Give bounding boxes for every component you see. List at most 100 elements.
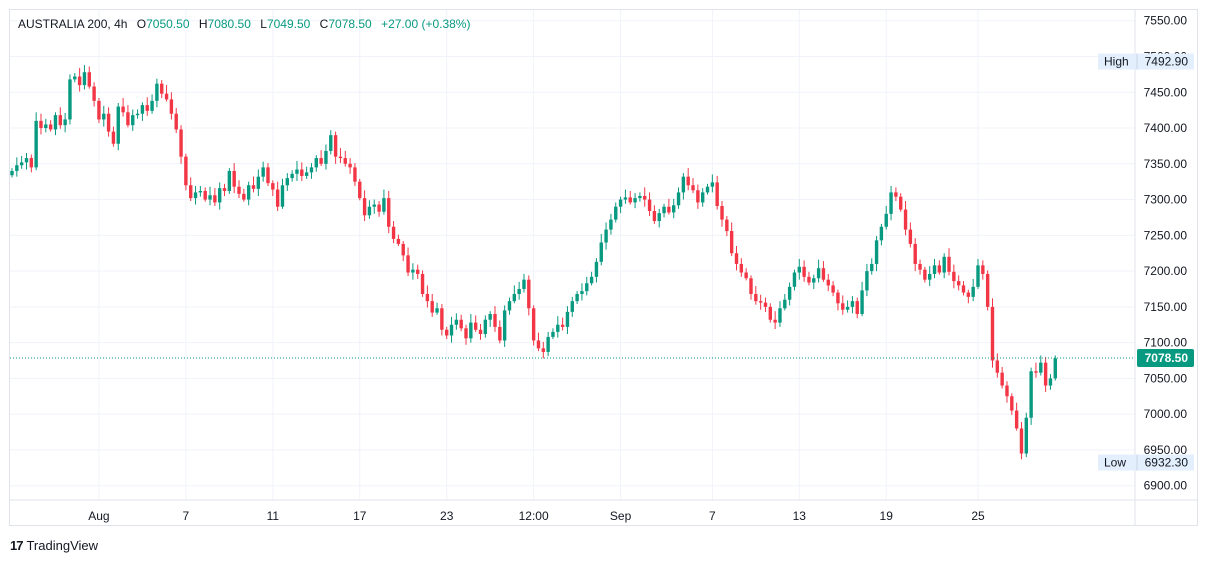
candle-body: [464, 328, 468, 339]
last-price-badge: [1137, 349, 1194, 368]
candle-body: [918, 263, 922, 270]
grid-lines: [10, 10, 1135, 500]
candle-body: [715, 182, 719, 206]
candle-body: [435, 308, 439, 313]
candle-body: [102, 113, 106, 120]
candle-body: [768, 306, 773, 320]
y-tick-label: 7400.00: [1144, 121, 1188, 135]
candle-body: [531, 308, 536, 341]
candle-body: [889, 192, 893, 214]
candle-body: [111, 131, 116, 144]
candle-body: [884, 213, 888, 227]
candle-body: [63, 119, 67, 126]
candle-body: [324, 150, 328, 164]
candle-body: [749, 278, 753, 294]
candle-body: [338, 156, 343, 159]
candle-body: [10, 170, 14, 176]
candle-body: [720, 206, 724, 220]
candle-body: [116, 106, 120, 144]
candle-body: [647, 199, 652, 212]
candle-body: [362, 198, 367, 216]
tradingview-logo-icon: 17: [10, 538, 24, 553]
candle-body: [821, 268, 826, 280]
candle-body: [507, 301, 512, 311]
candle-body: [932, 265, 937, 274]
candle-body: [845, 306, 850, 310]
candle-body: [1029, 371, 1033, 418]
candle-body: [469, 322, 473, 339]
candle-body: [348, 163, 352, 168]
candle-body: [956, 281, 961, 286]
candle-body: [961, 285, 966, 293]
candle-body: [570, 301, 574, 312]
symbol-name: AUSTRALIA 200, 4h: [18, 17, 128, 31]
candle-body: [812, 278, 816, 283]
x-tick-label: Sep: [610, 509, 632, 523]
candle-body: [894, 192, 898, 197]
candle-body: [29, 158, 34, 168]
candle-body: [633, 198, 637, 203]
candle-body: [53, 115, 58, 130]
candle-body: [841, 303, 845, 310]
candle-body: [700, 192, 705, 203]
candle-body: [546, 336, 550, 352]
y-tick-label: 7150.00: [1144, 300, 1188, 314]
candle-body: [802, 266, 806, 277]
candle-body: [184, 156, 188, 186]
candle-body: [387, 198, 391, 227]
candle-body: [285, 178, 290, 186]
candle-body: [604, 229, 608, 243]
candle-body: [614, 206, 618, 220]
candle-body: [425, 293, 430, 302]
candle-body: [773, 319, 777, 323]
candle-body: [618, 199, 623, 207]
candle-body: [952, 271, 956, 282]
candle-body: [807, 276, 811, 283]
price-axis[interactable]: 7550.007500.007450.007400.007350.007300.…: [1134, 10, 1188, 525]
candle-body: [522, 279, 526, 289]
candle-body: [1053, 358, 1057, 379]
candle-body: [271, 183, 275, 190]
candle-body: [367, 206, 372, 216]
candle-body: [280, 185, 285, 207]
candle-body: [599, 242, 603, 262]
candle-body: [686, 176, 690, 186]
candle-body: [155, 83, 159, 101]
candle-body: [87, 72, 91, 87]
price-change: +27.00 (+0.38%): [381, 17, 471, 31]
candle-body: [189, 185, 193, 199]
candle-body: [879, 226, 884, 241]
candle-body: [870, 263, 874, 272]
candle-body: [411, 269, 415, 273]
chart-frame[interactable]: [9, 9, 1198, 526]
candle-body: [275, 189, 280, 207]
candle-body: [449, 324, 454, 336]
ohlc-open: O7050.50: [136, 17, 190, 31]
candle-body: [420, 273, 425, 294]
candle-body: [24, 158, 29, 163]
candle-body: [193, 192, 198, 199]
candle-body: [251, 185, 256, 189]
candle-body: [734, 253, 739, 264]
candle-body: [643, 195, 647, 200]
candle-body: [473, 322, 478, 330]
candle-body: [560, 324, 565, 327]
candle-body: [1048, 378, 1053, 386]
candle-body: [676, 192, 681, 206]
candle-body: [256, 176, 261, 189]
tradingview-attribution[interactable]: 17 TradingView: [10, 538, 98, 553]
candle-body: [1014, 410, 1019, 429]
candle-body: [242, 193, 246, 200]
candle-body: [860, 290, 864, 315]
candle-body: [1039, 362, 1043, 373]
candle-body: [865, 271, 869, 291]
candle-body: [580, 291, 584, 294]
candle-body: [778, 308, 782, 323]
y-tick-label: 6900.00: [1144, 479, 1188, 493]
time-axis[interactable]: Aug 7 11 17 23 12:00 Sep 7 13 19 25: [10, 499, 1198, 523]
candle-body: [990, 306, 995, 361]
candle-body: [937, 265, 942, 273]
candle-body: [246, 185, 251, 200]
y-tick-label: 7550.00: [1144, 14, 1188, 28]
